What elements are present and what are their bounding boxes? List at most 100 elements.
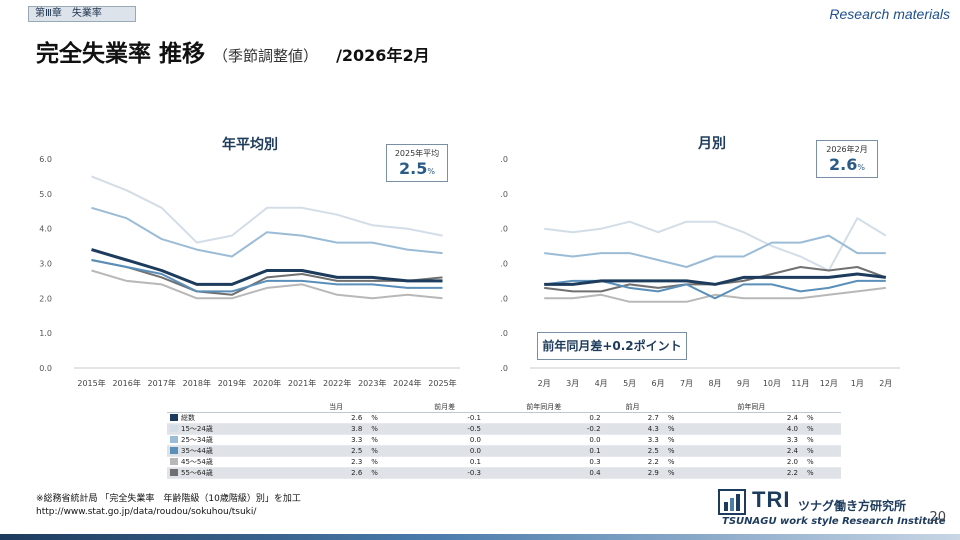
cell-lastyear: 2.2 <box>701 467 801 479</box>
cell-yoy: 0.0 <box>484 434 604 446</box>
y-tick-label: 4.0 <box>39 225 52 234</box>
source-line-1: ※総務省統計局 「完全失業率 年齢階級（10歳階級）別」を加工 <box>36 494 301 504</box>
cell-current: 3.8 <box>307 423 366 435</box>
x-tick-label: 2025年 <box>428 378 456 388</box>
monthly-chart-title: 月別 <box>698 136 726 152</box>
cell-lastyear: 2.4 <box>701 445 801 457</box>
y-tick-label: 0.0 <box>39 364 52 373</box>
series-line-age45_54 <box>544 286 886 303</box>
table-row: 35～44歳 2.5% 0.0 0.1 2.5% 2.4% <box>167 445 841 457</box>
table-header-current: 当月 <box>307 402 366 413</box>
legend-label: 総数 <box>181 414 195 422</box>
y-tick-label: 6.0 <box>500 155 508 164</box>
x-tick-label: 2月 <box>538 379 551 388</box>
cell-unit: % <box>365 467 406 479</box>
table-header-row: 当月 前月差 前年同月差 前月 前年同月 <box>167 402 841 413</box>
cell-unit: % <box>801 456 841 468</box>
x-tick-label: 10月 <box>763 379 781 388</box>
x-tick-label: 4月 <box>595 379 608 388</box>
series-line-total <box>91 248 443 286</box>
table-header-yoy: 前年同月差 <box>484 402 604 413</box>
tri-logo: TRI ツナグ働き方研究所 TSUNAGU work style Researc… <box>716 487 946 532</box>
annual-line-chart: 0.0 1.0 2.0 3.0 4.0 5.0 6.0 2015年 2016年 2017年 2018… <box>39 155 460 388</box>
cell-prev: 2.7 <box>603 412 662 424</box>
cell-yoy: -0.2 <box>484 423 604 435</box>
series-line-age25_34 <box>544 234 886 268</box>
title-date: /2026年2月 <box>336 46 430 65</box>
cell-lastyear: 3.3 <box>701 434 801 446</box>
table-row: 45～54歳 2.3% 0.1 0.3 2.2% 2.0% <box>167 456 841 468</box>
cell-unit: % <box>365 445 406 457</box>
y-tick-label: 5.0 <box>39 190 52 199</box>
legend-label: 55～64歳 <box>181 469 213 477</box>
y-tick-label: 3.0 <box>39 260 52 269</box>
logo-japanese: ツナグ働き方研究所 <box>798 499 907 513</box>
cell-mom: -0.5 <box>405 423 484 435</box>
row-label: 25～34歳 <box>167 434 307 446</box>
series-line-age55_64 <box>544 266 887 293</box>
bottom-accent-bar <box>0 534 960 540</box>
legend-label: 35～44歳 <box>181 447 213 455</box>
page-title: 完全失業率 推移 （季節調整値） /2026年2月 <box>36 34 430 68</box>
cell-prev: 3.3 <box>603 434 662 446</box>
cell-prev: 4.3 <box>603 423 662 435</box>
y-tick-label: 6.0 <box>39 155 52 164</box>
cell-lastyear: 2.4 <box>701 412 801 424</box>
cell-mom: 0.0 <box>405 445 484 457</box>
x-tick-label: 2021年 <box>288 378 316 388</box>
logo-brand: TRI <box>752 487 791 512</box>
x-tick-label: 2024年 <box>393 378 421 388</box>
row-label: 55～64歳 <box>167 467 307 479</box>
cell-current: 2.3 <box>307 456 366 468</box>
legend-swatch <box>170 458 178 465</box>
cell-prev: 2.9 <box>603 467 662 479</box>
legend-swatch <box>170 447 178 454</box>
cell-unit: % <box>801 412 841 424</box>
series-line-age35_44 <box>91 259 443 293</box>
logo-english: TSUNAGU work style Research Institute <box>722 516 946 527</box>
table-row: 15～24歳 3.8% -0.5 -0.2 4.3% 4.0% <box>167 423 841 435</box>
monthly-line-chart: 0.0 1.0 2.0 3.0 4.0 5.0 6.0 2月 3月 4月 5月 6月 7月 8月 9月 10月… <box>500 155 900 388</box>
row-label: 35～44歳 <box>167 445 307 457</box>
cell-mom: -0.3 <box>405 467 484 479</box>
page-number: 20 <box>929 510 946 525</box>
cell-yoy: 0.1 <box>484 445 604 457</box>
cell-unit: % <box>661 423 702 435</box>
x-tick-label: 2023年 <box>358 378 386 388</box>
yoy-diff-note: 前年同月差+0.2ポイント <box>537 332 687 360</box>
cell-prev: 2.2 <box>603 456 662 468</box>
y-tick-label: 0.0 <box>500 364 508 373</box>
y-tick-label: 2.0 <box>39 294 52 303</box>
title-subtitle: （季節調整値） <box>213 47 319 65</box>
x-tick-label: 2016年 <box>112 378 140 388</box>
legend-label: 15～24歳 <box>181 425 213 433</box>
cell-mom: 0.1 <box>405 456 484 468</box>
x-tick-label: 5月 <box>623 379 636 388</box>
source-url: http://www.stat.go.jp/data/roudou/sokuho… <box>36 507 257 517</box>
series-line-age55_64 <box>91 259 443 296</box>
table-row: 25～34歳 3.3% 0.0 0.0 3.3% 3.3% <box>167 434 841 446</box>
cell-prev: 2.5 <box>603 445 662 457</box>
table-header-lastyear: 前年同月 <box>701 402 801 413</box>
cell-unit: % <box>661 456 702 468</box>
x-tick-label: 11月 <box>791 379 809 388</box>
cell-unit: % <box>661 434 702 446</box>
row-label: 45～54歳 <box>167 456 307 468</box>
legend-swatch <box>170 436 178 443</box>
cell-unit: % <box>801 445 841 457</box>
monthly-value-value: 2.6% <box>829 155 865 174</box>
y-tick-label: 1.0 <box>39 329 52 338</box>
y-tick-label: 5.0 <box>500 190 508 199</box>
cell-lastyear: 4.0 <box>701 423 801 435</box>
series-line-total <box>544 272 886 286</box>
annual-average-value: 2.5% <box>399 159 435 178</box>
title-main: 完全失業率 推移 <box>36 41 206 67</box>
cell-mom: 0.0 <box>405 434 484 446</box>
x-tick-label: 2017年 <box>148 378 176 388</box>
y-tick-label: 1.0 <box>500 329 508 338</box>
series-line-age45_54 <box>91 269 443 300</box>
legend-swatch <box>170 414 178 421</box>
y-tick-label: 2.0 <box>500 294 508 303</box>
x-tick-label: 3月 <box>566 379 579 388</box>
cell-current: 3.3 <box>307 434 366 446</box>
